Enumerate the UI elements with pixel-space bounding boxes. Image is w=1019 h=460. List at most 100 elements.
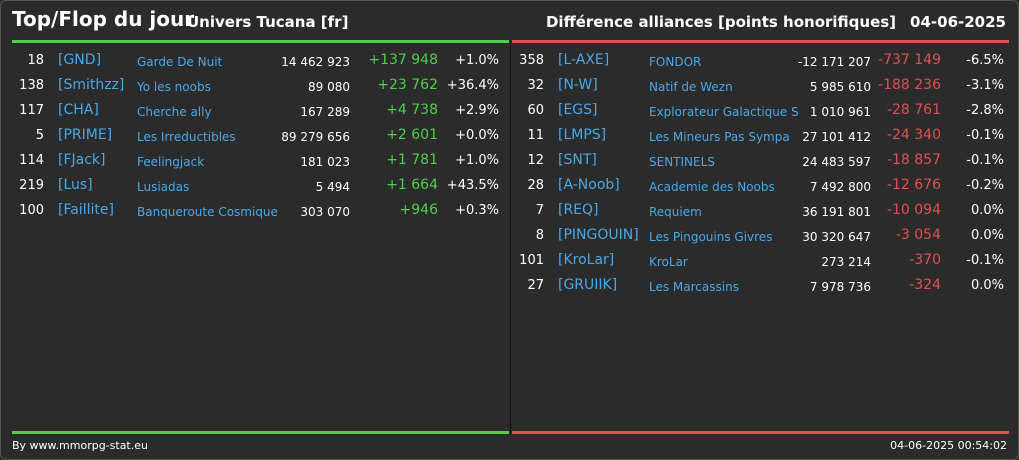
alliance-row: 60 [EGS] Explorateur Galactique S 1 010 961…: [512, 99, 1009, 124]
alliance-row: 5 [PRIME] Les Irreductibles 89 279 656 +2 60…: [12, 124, 509, 149]
alliance-delta: -18 857: [886, 152, 941, 168]
alliance-points: 273 214: [821, 255, 871, 269]
alliance-delta: +1 664: [386, 177, 438, 193]
alliance-rank: 5: [35, 128, 44, 143]
alliance-tag-link[interactable]: [Smithzz]: [58, 77, 125, 93]
alliance-name-link[interactable]: Explorateur Galactique S: [649, 105, 799, 119]
alliance-tag-link[interactable]: [Faillite]: [58, 202, 114, 218]
alliance-percent: -3.1%: [966, 78, 1004, 93]
alliance-tag-link[interactable]: [PINGOUIN]: [558, 227, 639, 243]
alliance-tag-link[interactable]: [LMPS]: [558, 127, 607, 143]
alliance-points: 7 492 800: [809, 180, 871, 194]
alliance-points: 1 010 961: [809, 105, 871, 119]
alliance-percent: +2.9%: [455, 103, 499, 118]
alliance-name-link[interactable]: SENTINELS: [649, 155, 715, 169]
alliance-name-link[interactable]: Cherche ally: [137, 105, 212, 119]
alliance-tag-link[interactable]: [REQ]: [558, 202, 599, 218]
alliance-delta: +4 738: [386, 102, 438, 118]
alliance-row: 219 [Lus] Lusiadas 5 494 +1 664 +43.5%: [12, 174, 509, 199]
alliance-tag-link[interactable]: [EGS]: [558, 102, 598, 118]
alliance-name-link[interactable]: Les Irreductibles: [137, 130, 236, 144]
alliance-name-link[interactable]: KroLar: [649, 255, 688, 269]
page-title: Top/Flop du jour: [12, 7, 195, 31]
alliance-percent: +36.4%: [446, 78, 499, 93]
alliance-percent: -6.5%: [966, 53, 1004, 68]
alliance-rank: 8: [535, 228, 544, 243]
footer-timestamp: 04-06-2025 00:54:02: [890, 439, 1007, 452]
alliance-percent: 0.0%: [970, 203, 1004, 218]
alliance-name-link[interactable]: Requiem: [649, 205, 702, 219]
alliance-delta: -24 340: [886, 127, 941, 143]
alliance-percent: +1.0%: [455, 153, 499, 168]
footer-credit[interactable]: By www.mmorpg-stat.eu: [12, 439, 148, 452]
alliance-tag-link[interactable]: [CHA]: [58, 102, 99, 118]
alliance-rank: 7: [535, 203, 544, 218]
alliance-name-link[interactable]: Lusiadas: [137, 180, 190, 194]
alliance-name-link[interactable]: Garde De Nuit: [137, 55, 223, 69]
alliance-tag-link[interactable]: [SNT]: [558, 152, 597, 168]
alliance-tag-link[interactable]: [L-AXE]: [558, 52, 610, 68]
alliance-tag-link[interactable]: [FJack]: [58, 152, 106, 168]
alliance-rank: 28: [527, 178, 544, 193]
alliance-rank: 12: [527, 153, 544, 168]
alliance-delta: -28 761: [886, 102, 941, 118]
alliance-row: 28 [A-Noob] Academie des Noobs 7 492 800 -12…: [512, 174, 1009, 199]
alliance-points: 24 483 597: [802, 155, 871, 169]
alliance-name-link[interactable]: Yo les noobs: [137, 80, 211, 94]
alliance-rank: 27: [527, 278, 544, 293]
alliance-row: 101 [KroLar] KroLar 273 214 -370 -0.1%: [512, 249, 1009, 274]
alliance-delta: -12 676: [886, 177, 941, 193]
alliance-name-link[interactable]: Les Pingouins Givres: [649, 230, 773, 244]
alliance-name-link[interactable]: Feelingjack: [137, 155, 205, 169]
top-gain-bar: [12, 40, 509, 43]
alliance-row: 32 [N-W] Natif de Wezn 5 985 610 -188 236 -3.…: [512, 74, 1009, 99]
alliance-percent: +1.0%: [455, 53, 499, 68]
alliance-delta: -10 094: [886, 202, 941, 218]
alliance-percent: +0.0%: [455, 128, 499, 143]
alliance-name-link[interactable]: Banqueroute Cosmique: [137, 205, 278, 219]
alliance-name-link[interactable]: Academie des Noobs: [649, 180, 775, 194]
alliance-tag-link[interactable]: [A-Noob]: [558, 177, 620, 193]
alliance-delta: +137 948: [368, 52, 438, 68]
alliance-points: 5 985 610: [809, 80, 871, 94]
alliance-tag-link[interactable]: [KroLar]: [558, 252, 615, 268]
alliance-tag-link[interactable]: [GND]: [58, 52, 102, 68]
alliance-tag-link[interactable]: [Lus]: [58, 177, 93, 193]
alliance-row: 27 [GRUIIK] Les Marcassins 7 978 736 -324 0.0…: [512, 274, 1009, 299]
alliance-row: 12 [SNT] SENTINELS 24 483 597 -18 857 -0.1%: [512, 149, 1009, 174]
alliance-percent: -0.1%: [966, 253, 1004, 268]
alliance-rank: 101: [519, 253, 544, 268]
category-heading: Différence alliances [points honorifique…: [546, 13, 1006, 31]
alliance-percent: -2.8%: [966, 103, 1004, 118]
bottom-loss-bar: [512, 431, 1009, 434]
alliance-delta: +946: [399, 202, 438, 218]
alliance-percent: +43.5%: [446, 178, 499, 193]
flop-list: 358 [L-AXE] FONDOR -12 171 207 -737 149 -6.5%…: [512, 49, 1009, 299]
alliance-row: 18 [GND] Garde De Nuit 14 462 923 +137 948 +1…: [12, 49, 509, 74]
alliance-rank: 32: [527, 78, 544, 93]
alliance-points: 7 978 736: [809, 280, 871, 294]
alliance-name-link[interactable]: Les Marcassins: [649, 280, 739, 294]
alliance-points: 167 289: [300, 105, 350, 119]
alliance-rank: 117: [19, 103, 44, 118]
alliance-tag-link[interactable]: [GRUIIK]: [558, 277, 618, 293]
alliance-rank: 60: [527, 103, 544, 118]
alliance-points: 27 101 412: [802, 130, 871, 144]
top-loss-bar: [512, 40, 1009, 43]
alliance-delta: +2 601: [386, 127, 438, 143]
top-list: 18 [GND] Garde De Nuit 14 462 923 +137 948 +1…: [12, 49, 509, 224]
alliance-delta: -188 236: [878, 77, 941, 93]
universe-label: Univers Tucana [fr]: [187, 13, 349, 31]
alliance-delta: -324: [909, 277, 941, 293]
alliance-points: 89 080: [308, 80, 350, 94]
alliance-rank: 219: [19, 178, 44, 193]
alliance-name-link[interactable]: Natif de Wezn: [649, 80, 733, 94]
alliance-name-link[interactable]: Les Mineurs Pas Sympa: [649, 130, 790, 144]
alliance-rank: 11: [527, 128, 544, 143]
panel-divider: [510, 40, 511, 434]
alliance-tag-link[interactable]: [N-W]: [558, 77, 598, 93]
alliance-tag-link[interactable]: [PRIME]: [58, 127, 113, 143]
alliance-name-link[interactable]: FONDOR: [649, 55, 702, 69]
alliance-delta: -737 149: [878, 52, 941, 68]
